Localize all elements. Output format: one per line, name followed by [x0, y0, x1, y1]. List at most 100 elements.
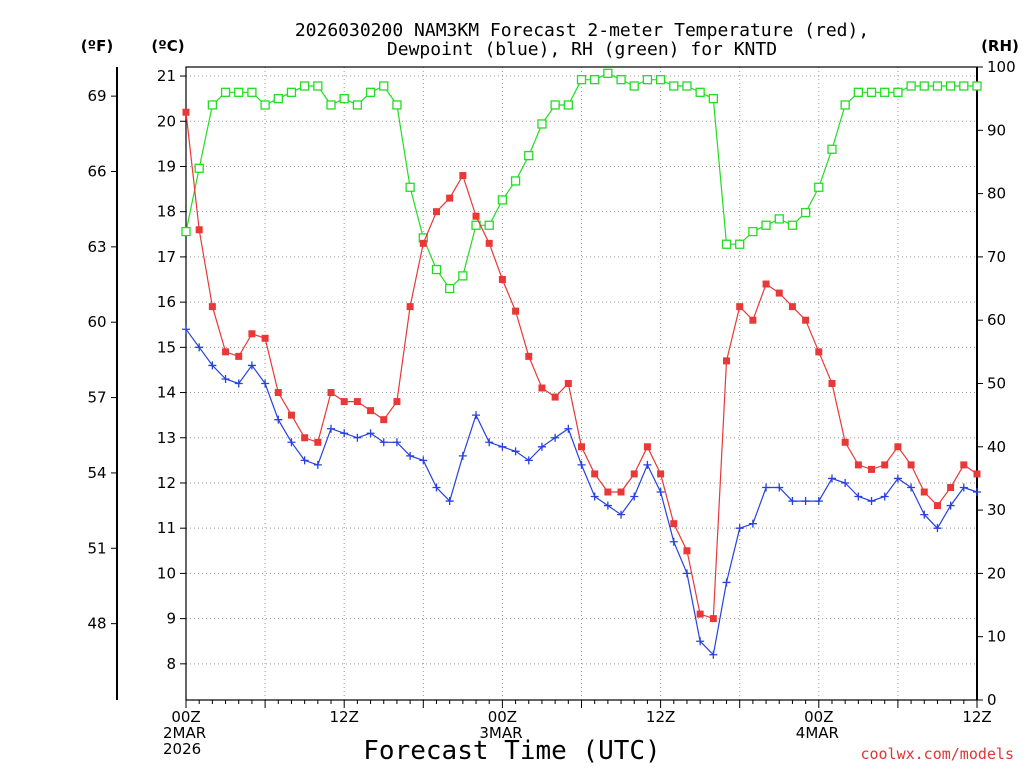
series-temperature — [182, 108, 981, 623]
temperature-point — [788, 303, 796, 311]
temperature-point — [749, 316, 757, 324]
dewpoint-point — [933, 524, 942, 533]
dewpoint-point — [709, 650, 718, 659]
celsius-tick-label: 18 — [157, 203, 176, 221]
rh-point — [194, 163, 204, 173]
rh-point — [550, 100, 560, 110]
celsius-tick-label: 9 — [166, 610, 176, 628]
temperature-point — [419, 239, 427, 247]
dewpoint-point — [669, 537, 678, 546]
rh-point — [787, 220, 798, 230]
fahrenheit-tick-label: 57 — [87, 389, 106, 407]
temperature-point — [235, 352, 243, 360]
temperature-point — [564, 380, 572, 387]
chart-title-line-1: 2026030200 NAM3KM Forecast 2-meter Tempe… — [295, 20, 869, 41]
fahrenheit-tick-label: 63 — [87, 238, 106, 256]
temperature-point — [261, 334, 269, 342]
rh-tick-label: 70 — [987, 248, 1006, 266]
rh-point — [827, 144, 837, 154]
dewpoint-point — [313, 460, 322, 469]
rh-point — [603, 68, 613, 78]
dewpoint-point — [511, 447, 520, 456]
rh-tick-label: 100 — [987, 58, 1016, 76]
rh-point — [748, 226, 758, 237]
rh-point — [616, 75, 626, 85]
dewpoint-point — [827, 474, 836, 483]
dewpoint-point — [814, 497, 823, 506]
celsius-tick-label: 15 — [157, 338, 176, 356]
rh-point — [220, 87, 231, 97]
dewpoint-point — [392, 438, 401, 447]
fahrenheit-tick-label: 69 — [87, 87, 106, 105]
dewpoint-point — [300, 456, 309, 465]
rh-tick-label: 60 — [987, 311, 1006, 329]
dewpoint-point — [946, 501, 955, 510]
dewpoint-point — [247, 361, 256, 370]
rh-point — [326, 100, 336, 110]
temperature-point — [723, 357, 731, 365]
temperature-point — [617, 488, 625, 496]
temperature-point — [868, 465, 876, 473]
dewpoint-point — [880, 492, 889, 501]
temperature-point — [670, 520, 678, 528]
celsius-tick-label: 17 — [157, 248, 176, 266]
rh-tick-label: 20 — [987, 564, 1006, 582]
dewpoint-point — [379, 438, 388, 447]
rh-point — [563, 100, 573, 110]
chart-title-line-2: Dewpoint (blue), RH (green) for KNTD — [387, 39, 777, 60]
dewpoint-point — [762, 483, 771, 492]
temperature-point — [894, 443, 902, 451]
rh-point — [260, 100, 270, 110]
dewpoint-point — [696, 637, 705, 646]
rh-point — [840, 100, 850, 110]
temperature-point — [406, 303, 414, 311]
fahrenheit-axis-label: (ºF) — [81, 37, 113, 55]
temperature-line — [185, 112, 978, 620]
dewpoint-point — [287, 438, 296, 447]
temperature-point — [327, 389, 335, 397]
temperature-point — [762, 280, 770, 288]
rh-point — [484, 220, 494, 230]
dewpoint-point — [775, 483, 784, 492]
rh-line — [185, 72, 977, 290]
rh-point — [735, 239, 745, 249]
rh-point — [642, 75, 653, 85]
dewpoint-point — [498, 442, 507, 451]
temperature-point — [222, 348, 230, 356]
temperature-point — [498, 276, 506, 284]
temperature-point — [485, 239, 493, 247]
rh-point — [932, 81, 943, 91]
dewpoint-point — [959, 483, 968, 492]
rh-tick-label: 0 — [987, 691, 997, 709]
temperature-point — [683, 547, 691, 555]
dewpoint-point — [735, 524, 744, 533]
x-tick-label: 00Z 3MAR — [479, 708, 522, 742]
rh-axis-label: (RH) — [981, 37, 1019, 55]
dewpoint-point — [274, 415, 283, 424]
dewpoint-point — [788, 497, 797, 506]
temperature-point — [643, 443, 651, 451]
rh-point — [629, 81, 639, 91]
series-rh — [181, 68, 982, 294]
fahrenheit-tick-label: 54 — [87, 464, 106, 482]
rh-point — [893, 87, 903, 97]
dewpoint-point — [722, 578, 731, 587]
temperature-point — [538, 384, 546, 392]
dewpoint-point — [208, 361, 217, 370]
rh-point — [299, 81, 310, 91]
temperature-point — [841, 438, 849, 446]
rh-point — [181, 226, 191, 237]
dewpoint-point — [195, 343, 204, 352]
rh-point — [906, 81, 916, 91]
dewpoint-point — [524, 456, 533, 465]
dewpoint-point — [577, 460, 586, 469]
rh-tick-label: 90 — [987, 121, 1006, 139]
celsius-tick-label: 13 — [157, 429, 176, 447]
rh-point — [497, 195, 508, 205]
rh-tick-label: 30 — [987, 501, 1006, 519]
dewpoint-point — [485, 438, 494, 447]
temperature-point — [274, 389, 282, 397]
rh-point — [524, 150, 534, 161]
celsius-tick-label: 10 — [157, 564, 176, 582]
dewpoint-point — [867, 497, 876, 506]
